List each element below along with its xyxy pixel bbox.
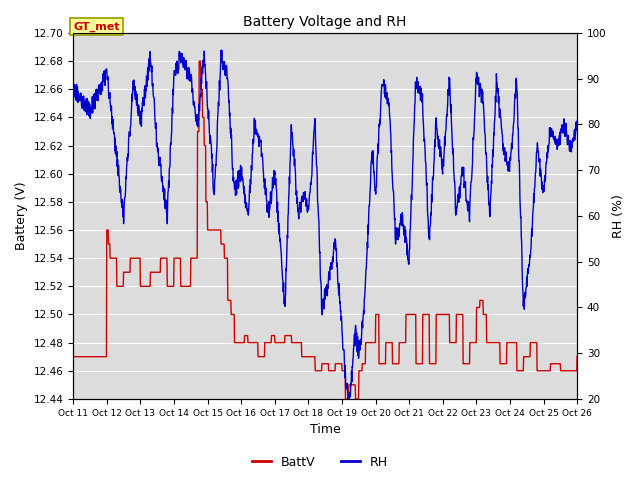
BattV [342,396,349,402]
Line: RH: RH [73,50,577,399]
RH [284,232,291,238]
BattV [129,255,136,261]
BattV [195,58,203,64]
RH [573,121,581,127]
BattV [69,354,77,360]
RH [218,48,225,53]
BattV [108,255,116,261]
RH [129,88,136,94]
RH [356,336,364,342]
RH [69,89,77,95]
BattV [303,354,310,360]
BattV [573,354,581,360]
Y-axis label: RH (%): RH (%) [612,194,625,238]
BattV [356,368,364,373]
RH [108,114,116,120]
BattV [284,333,291,338]
Y-axis label: Battery (V): Battery (V) [15,181,28,250]
RH [344,396,352,402]
RH [303,198,310,204]
Legend: BattV, RH: BattV, RH [248,451,392,474]
BattV [294,340,301,346]
Text: GT_met: GT_met [73,21,120,32]
Line: BattV: BattV [73,61,577,399]
X-axis label: Time: Time [310,423,340,436]
Title: Battery Voltage and RH: Battery Voltage and RH [243,15,407,29]
RH [294,208,301,214]
